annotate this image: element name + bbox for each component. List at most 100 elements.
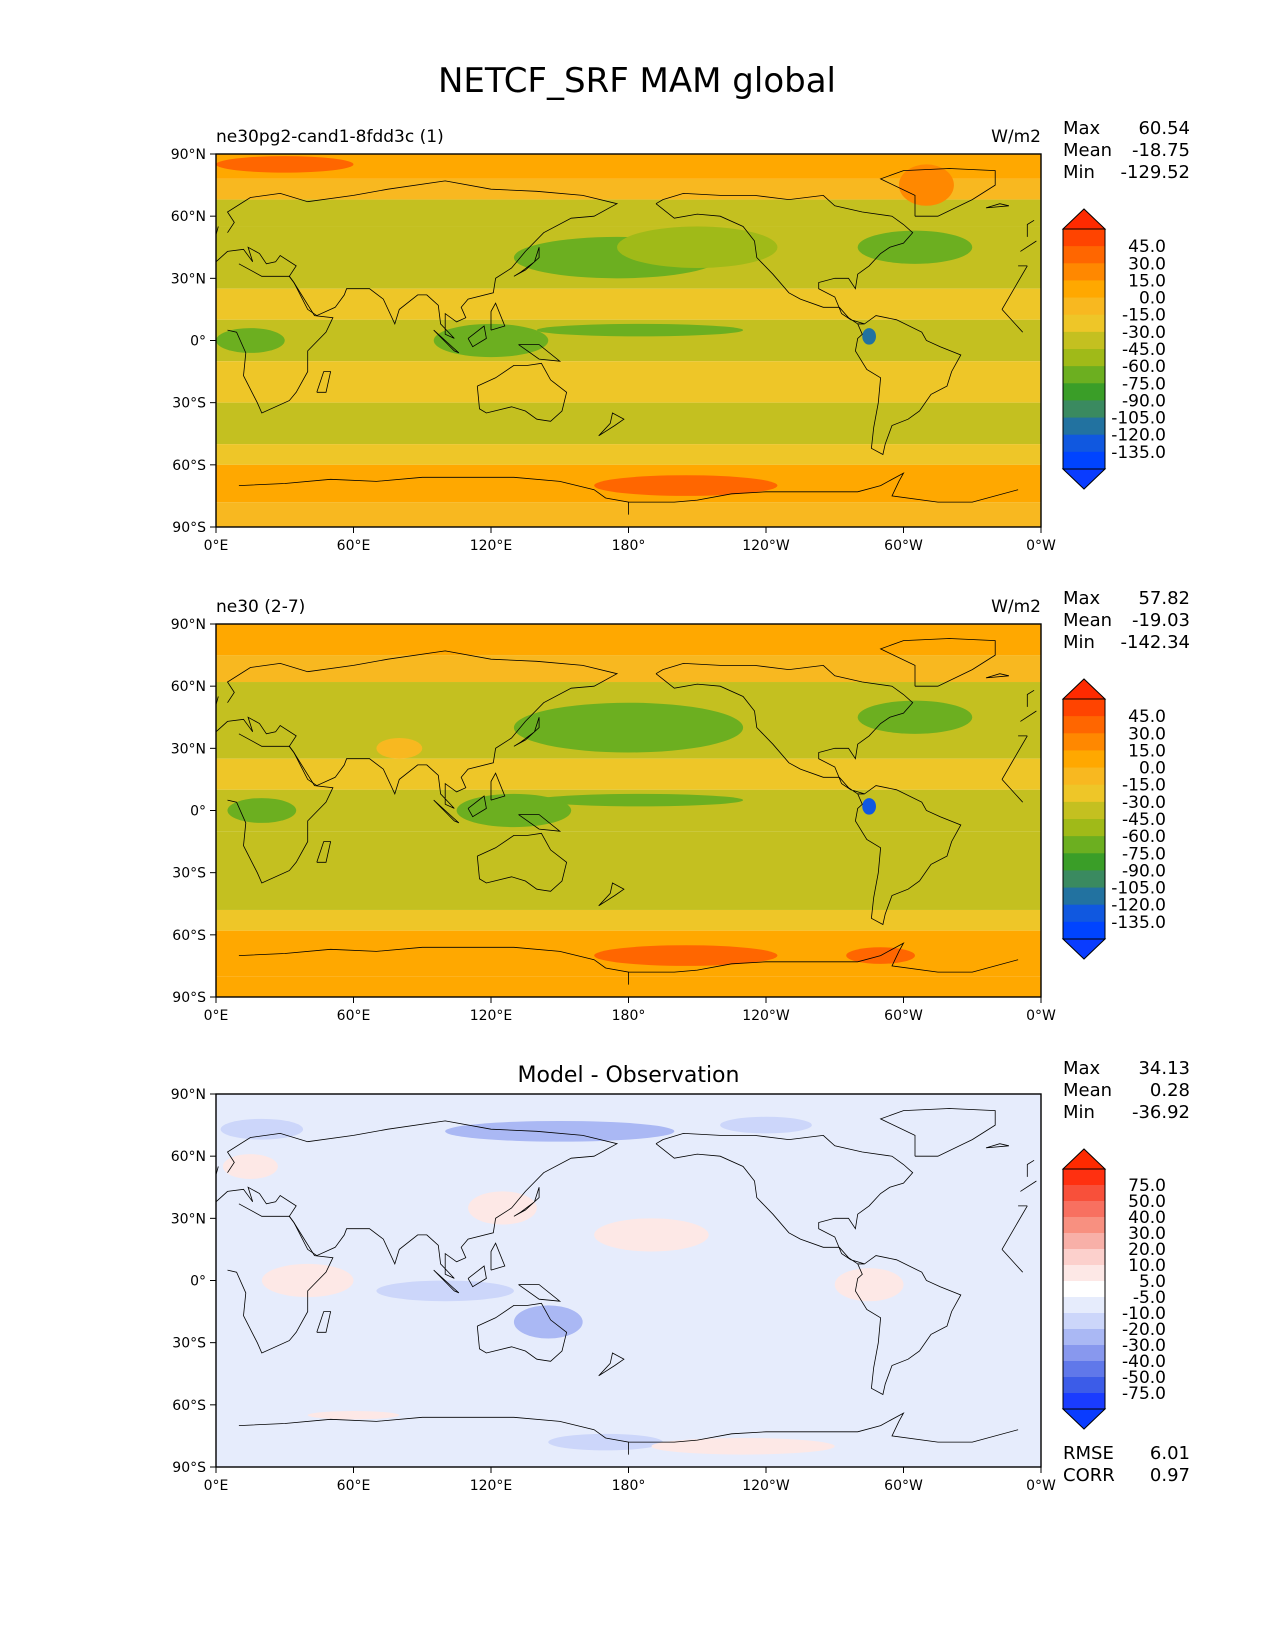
colorbar-segment (1063, 716, 1105, 734)
colorbar-segment (1063, 1329, 1105, 1346)
coastline (238, 472, 1019, 515)
colorbar-extend-bottom (1061, 468, 1107, 490)
xtick-label: 120°W (742, 1478, 790, 1494)
ytick-label: 0° (190, 1274, 206, 1290)
coastline (985, 203, 1009, 209)
colorbar-segment (1063, 400, 1105, 419)
colorbar-label: -10.0 (1122, 1304, 1166, 1324)
ytick-label: 60°S (172, 928, 206, 944)
bottom-stat-value: 0.97 (1150, 1465, 1190, 1486)
colorbar-label: -45.0 (1122, 340, 1166, 360)
field-anomaly (468, 1191, 537, 1225)
stat-label: Max (1063, 588, 1101, 609)
field-anomaly (548, 1433, 663, 1451)
field-anomaly (594, 945, 778, 966)
colorbar-label: 0.0 (1139, 289, 1166, 309)
coastline (513, 1187, 540, 1217)
colorbar-label: -15.0 (1122, 306, 1166, 326)
field-anomaly (307, 1411, 400, 1420)
field-band (216, 288, 1041, 320)
field-anomaly (651, 1437, 835, 1455)
stat-value: -18.75 (1132, 140, 1190, 161)
ytick-label: 30°N (171, 1211, 206, 1227)
colorbar-label: 20.0 (1128, 1240, 1166, 1260)
colorbar-segment (1063, 1393, 1105, 1410)
colorbar-segment (1063, 1281, 1105, 1298)
ytick-label: 30°N (171, 741, 206, 757)
colorbar-extend-top (1061, 208, 1107, 230)
field-anomaly (862, 798, 876, 815)
coastline (316, 841, 332, 863)
colorbar-label: 30.0 (1128, 724, 1166, 744)
xtick-label: 0°E (204, 1008, 229, 1024)
coastline (433, 1269, 460, 1294)
colorbar-extend-bottom (1061, 938, 1107, 960)
xtick-label: 60°W (884, 1478, 923, 1494)
field-anomaly (216, 328, 285, 353)
colorbar-segment (1063, 1185, 1105, 1202)
field-band (216, 361, 1041, 403)
colorbar-segment (1063, 1249, 1105, 1266)
panels: 90°N 60°N 30°N 0° 30°S 60°S 90°S 0°E 60°E 120°E 18… (171, 118, 1190, 1494)
colorbar-segment (1063, 699, 1105, 717)
field-band (216, 402, 1041, 445)
xtick-label: 120°W (742, 538, 790, 554)
colorbar-extend-top (1061, 1148, 1107, 1170)
colorbar-segment (1063, 1345, 1105, 1362)
ytick-label: 30°S (172, 1336, 206, 1352)
coastline (467, 795, 487, 818)
colorbar-segment (1063, 366, 1105, 384)
ytick-label: 60°N (171, 1149, 206, 1165)
map-panel-1: 90°N 60°N 30°N 0° 30°S 60°S 90°S 0°E 60°E 120°E 18… (171, 118, 1190, 554)
stat-label: Mean (1063, 140, 1112, 161)
colorbar-label: -30.0 (1122, 793, 1166, 813)
colorbar-segment (1063, 451, 1105, 470)
colorbar-extend-top (1061, 678, 1107, 700)
ytick-label: 90°S (172, 990, 206, 1006)
colorbar-label: -5.0 (1133, 1288, 1166, 1308)
coastline (655, 192, 914, 325)
coastline (854, 1255, 962, 1396)
xtick-label: 0°E (204, 538, 229, 554)
colorbar-label: 15.0 (1128, 271, 1166, 291)
stat-value: 34.13 (1138, 1058, 1190, 1079)
colorbar-segment (1063, 297, 1105, 316)
field-band (216, 758, 1041, 790)
coastline (238, 1412, 1019, 1455)
colorbar-segment (1063, 1233, 1105, 1250)
coastline (598, 1352, 625, 1377)
xtick-label: 120°E (470, 1008, 513, 1024)
field-anomaly (376, 1280, 514, 1302)
coastline (433, 329, 460, 354)
colorbar-segment (1063, 229, 1105, 247)
colorbar-segment (1063, 246, 1105, 264)
colorbar-label: -120.0 (1111, 426, 1166, 446)
stat-label: Min (1063, 632, 1095, 653)
ytick-label: 60°N (171, 679, 206, 695)
coastline (879, 638, 996, 687)
coastline (513, 247, 540, 277)
colorbar-frame (1062, 1168, 1106, 1410)
stat-value: -142.34 (1121, 632, 1190, 653)
colorbar-segment (1063, 331, 1105, 350)
coastline (655, 1132, 914, 1265)
stat-value: -19.03 (1132, 610, 1190, 631)
coastline (227, 733, 1028, 884)
field-band (216, 831, 1041, 910)
field-anomaly (536, 323, 744, 337)
colorbar-label: -45.0 (1122, 810, 1166, 830)
xtick-label: 60°E (337, 1008, 371, 1024)
colorbar-label: -75.0 (1122, 844, 1166, 864)
field-anomaly (898, 164, 954, 206)
coastline (476, 1302, 568, 1362)
field-band (216, 976, 1041, 997)
colorbar-segment (1063, 1265, 1105, 1282)
colorbar-label: 30.0 (1128, 1224, 1166, 1244)
colorbar-segment (1063, 349, 1105, 367)
colorbar-label: -30.0 (1122, 323, 1166, 343)
colorbar-segment (1063, 1217, 1105, 1234)
panel-units: W/m2 (991, 127, 1041, 147)
colorbar-segment (1063, 314, 1105, 333)
field-band (216, 624, 1041, 656)
colorbar-label: -75.0 (1122, 1384, 1166, 1404)
